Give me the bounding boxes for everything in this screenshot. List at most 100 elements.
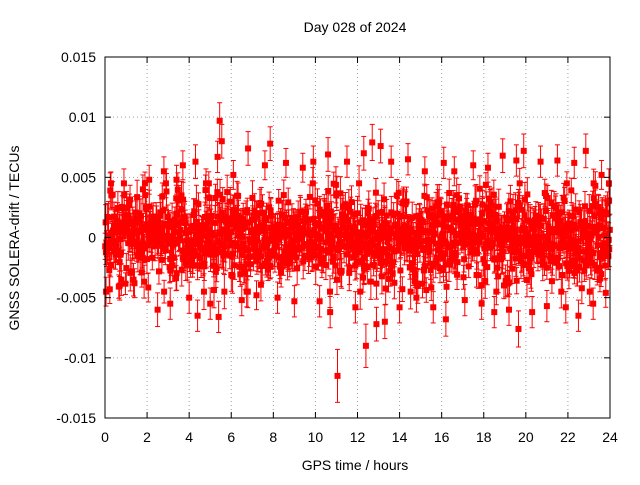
- data-point: [475, 272, 481, 278]
- data-point: [363, 343, 369, 349]
- data-point: [291, 298, 297, 304]
- data-point: [549, 278, 555, 284]
- data-point: [283, 160, 289, 166]
- data-point: [406, 247, 412, 253]
- data-point: [216, 314, 222, 320]
- data-point: [325, 188, 331, 194]
- data-point: [422, 168, 428, 174]
- data-point: [515, 326, 521, 332]
- data-point: [382, 319, 388, 325]
- data-point: [310, 159, 316, 165]
- data-point: [207, 301, 213, 307]
- data-point: [444, 284, 450, 290]
- data-point: [521, 148, 527, 154]
- data-point: [317, 298, 323, 304]
- data-point: [509, 266, 515, 272]
- data-point: [127, 197, 133, 203]
- data-point: [461, 274, 467, 280]
- data-point: [174, 177, 180, 183]
- data-point: [177, 227, 183, 233]
- data-point: [215, 154, 221, 160]
- data-point: [599, 172, 605, 178]
- data-point: [391, 280, 397, 286]
- chart-title: Day 028 of 2024: [304, 19, 407, 35]
- data-point: [141, 279, 147, 285]
- data-point: [373, 190, 379, 196]
- data-point: [281, 192, 287, 198]
- data-point: [320, 255, 326, 261]
- data-point: [364, 264, 370, 270]
- data-point: [300, 165, 306, 171]
- data-point: [192, 159, 198, 165]
- data-point: [575, 313, 581, 319]
- y-axis-label: GNSS SOLERA-drift / TECUs: [6, 146, 22, 331]
- data-point: [544, 303, 550, 309]
- data-point: [479, 301, 485, 307]
- data-point: [506, 307, 512, 313]
- data-point: [245, 289, 251, 295]
- data-point: [496, 204, 502, 210]
- data-point: [294, 265, 300, 271]
- data-point: [396, 190, 402, 196]
- data-point: [368, 279, 374, 285]
- data-point: [369, 139, 375, 145]
- data-point: [571, 160, 577, 166]
- data-point: [470, 162, 476, 168]
- data-point: [235, 193, 241, 199]
- data-point: [428, 285, 434, 291]
- data-point: [517, 180, 523, 186]
- data-point: [443, 316, 449, 322]
- data-point: [419, 281, 425, 287]
- data-point: [220, 196, 226, 202]
- data-point: [339, 268, 345, 274]
- data-point: [267, 141, 273, 147]
- data-point: [366, 206, 372, 212]
- data-point: [161, 289, 167, 295]
- data-point: [195, 201, 201, 207]
- data-point: [554, 157, 560, 163]
- data-point: [344, 159, 350, 165]
- data-point: [313, 263, 319, 269]
- data-point: [239, 297, 245, 303]
- data-point: [163, 188, 169, 194]
- data-point: [167, 301, 173, 307]
- data-point: [361, 150, 367, 156]
- data-point: [206, 195, 212, 201]
- data-point: [583, 148, 589, 154]
- data-point: [155, 307, 161, 313]
- data-point: [399, 286, 405, 292]
- data-point: [347, 265, 353, 271]
- data-point: [186, 295, 192, 301]
- data-point: [217, 118, 223, 124]
- data-point: [473, 198, 479, 204]
- data-point: [513, 157, 519, 163]
- data-point: [327, 289, 333, 295]
- data-point: [507, 279, 513, 285]
- data-point: [404, 199, 410, 205]
- data-point: [462, 297, 468, 303]
- data-point: [202, 187, 208, 193]
- data-point: [397, 267, 403, 273]
- data-point: [163, 180, 169, 186]
- data-point: [455, 259, 461, 265]
- data-point: [195, 313, 201, 319]
- data-point: [180, 162, 186, 168]
- data-point: [373, 321, 379, 327]
- data-point: [227, 199, 233, 205]
- data-point: [484, 264, 490, 270]
- data-point: [285, 199, 291, 205]
- data-point: [491, 309, 497, 315]
- data-point: [388, 159, 394, 165]
- data-point: [352, 304, 358, 310]
- data-point: [408, 289, 414, 295]
- data-point: [331, 254, 337, 260]
- data-point: [221, 289, 227, 295]
- data-point: [378, 143, 384, 149]
- data-point: [606, 180, 612, 186]
- data-point: [405, 156, 411, 162]
- data-point: [262, 162, 268, 168]
- data-point: [219, 138, 225, 144]
- data-point: [485, 165, 491, 171]
